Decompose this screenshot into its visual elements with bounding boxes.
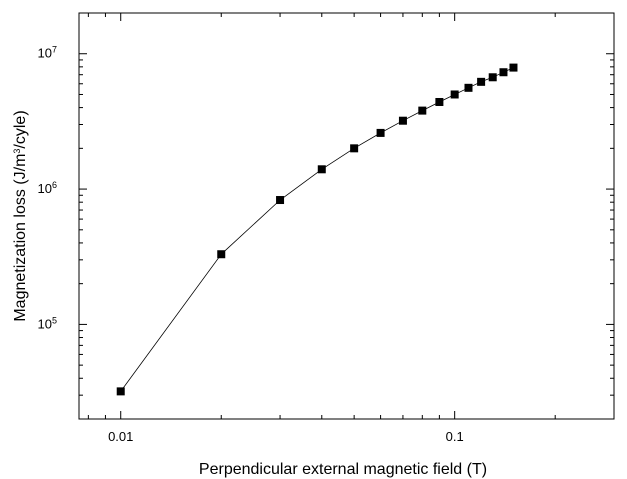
y-tick-exponent: 5 [52, 315, 57, 325]
y-tick-exponent: 7 [52, 45, 57, 55]
y-axis-title-sup: 3 [12, 149, 22, 154]
data-point [276, 196, 285, 205]
data-point [464, 83, 473, 92]
data-point [116, 387, 125, 396]
tick-labels: 0.01 0.1 105 106 107 [38, 45, 464, 444]
data-point [450, 90, 459, 99]
data-point [499, 68, 508, 77]
x-tick-label: 0.1 [446, 429, 464, 444]
data-series [116, 63, 518, 396]
data-point [317, 165, 326, 174]
y-tick-exponent: 6 [52, 180, 57, 190]
x-axis-title: Perpendicular external magnetic field (T… [199, 461, 487, 478]
y-tick-label: 107 [38, 45, 57, 61]
y-tick-label: 105 [38, 315, 57, 331]
plot-frame [78, 12, 615, 420]
x-tick-label: 0.01 [108, 429, 133, 444]
data-point [488, 73, 497, 82]
data-point [217, 250, 226, 259]
data-point [376, 128, 385, 137]
data-point [398, 116, 407, 125]
y-axis-title-prefix: Magnetization loss (J/m [12, 154, 29, 322]
data-point [509, 63, 518, 72]
y-axis-title: Magnetization loss (J/m3/cyle) [12, 110, 29, 321]
data-point [350, 144, 359, 153]
data-point [435, 97, 444, 106]
data-point [477, 77, 486, 86]
data-point [418, 106, 427, 115]
y-tick-label: 106 [38, 180, 57, 196]
axis-ticks [79, 12, 614, 420]
series-line [120, 67, 514, 392]
y-axis-title-suffix: /cyle) [12, 110, 29, 148]
